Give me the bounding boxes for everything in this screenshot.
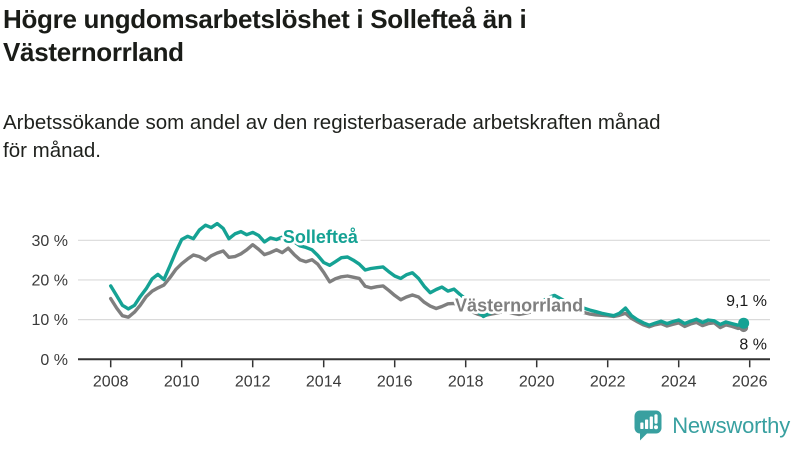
- x-axis-label-2022: 2022: [590, 373, 626, 390]
- brand-footer: Newsworthy: [633, 409, 790, 442]
- logo-exclamation-bar: [654, 414, 658, 424]
- series-label-Sollefteå: Sollefteå: [283, 227, 359, 247]
- page-title-line-1: Högre ungdomsarbetslöshet i Sollefteå än…: [3, 4, 527, 34]
- series-line-Sollefteå: [108, 221, 746, 327]
- y-axis-label-0: 0 %: [40, 352, 68, 369]
- series-line-Västernorrland: [108, 243, 746, 331]
- brand-name: Newsworthy: [672, 412, 790, 438]
- chart-subtitle-line-2: för månad.: [3, 139, 101, 162]
- y-axis-label-30: 30 %: [32, 233, 68, 250]
- series-label-Västernorrland: Västernorrland: [455, 296, 583, 316]
- chart-subtitle-line-1: Arbetssökande som andel av den registerb…: [3, 111, 661, 134]
- end-value-label-Västernorrland: 8 %: [739, 337, 767, 354]
- x-axis-label-2024: 2024: [661, 373, 697, 390]
- chart-subtitle: Arbetssökande som andel av den registerb…: [3, 109, 661, 165]
- x-axis-label-2016: 2016: [377, 373, 413, 390]
- logo-exclamation-dot: [654, 425, 659, 430]
- x-axis-label-2026: 2026: [732, 373, 768, 390]
- page-title: Högre ungdomsarbetslöshet i Sollefteå än…: [3, 3, 527, 69]
- logo-bar-2: [645, 419, 649, 429]
- unemployment-line-chart: 0 % 10 % 20 % 30 % 2008 2010 2012 2014 2016 2018 2…: [32, 221, 770, 390]
- x-axis-label-2008: 2008: [93, 373, 129, 390]
- x-axis-label-2020: 2020: [519, 373, 555, 390]
- series-end-dot-Sollefteå: [738, 317, 750, 329]
- end-value-label-Sollefteå: 9,1 %: [726, 293, 767, 310]
- newsworthy-logo-icon: [634, 410, 662, 441]
- x-axis-label-2012: 2012: [235, 373, 271, 390]
- x-axis-label-2018: 2018: [448, 373, 484, 390]
- y-axis-label-20: 20 %: [32, 272, 68, 289]
- x-axis-label-2010: 2010: [164, 373, 200, 390]
- logo-bar-1: [640, 422, 644, 429]
- page-title-line-2: Västernorrland: [3, 37, 184, 67]
- y-axis-label-10: 10 %: [32, 312, 68, 329]
- logo-bar-3: [649, 416, 654, 429]
- x-axis-label-2014: 2014: [306, 373, 342, 390]
